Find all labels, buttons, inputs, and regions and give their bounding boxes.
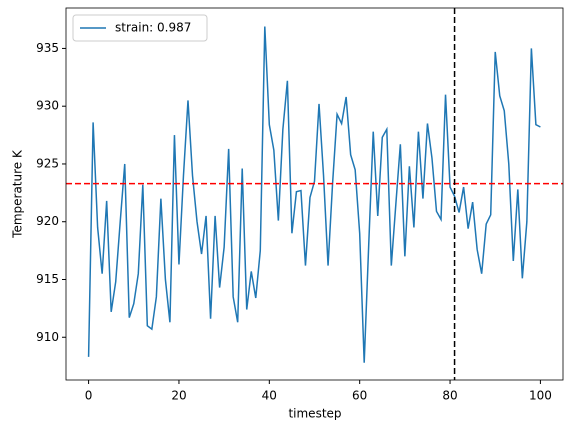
data-line bbox=[87, 26, 541, 363]
x-tick-label: 80 bbox=[442, 389, 457, 403]
x-tick-label: 100 bbox=[529, 389, 552, 403]
y-tick-label: 920 bbox=[36, 214, 59, 228]
x-tick-label: 60 bbox=[352, 389, 367, 403]
y-axis-label: Temperature K bbox=[11, 149, 25, 239]
x-tick-label: 0 bbox=[85, 389, 93, 403]
x-axis-label: timestep bbox=[288, 407, 341, 421]
y-tick-label: 935 bbox=[36, 41, 59, 55]
legend-label: strain: 0.987 bbox=[115, 21, 191, 35]
axes-frame bbox=[65, 7, 564, 381]
y-tick-label: 910 bbox=[36, 330, 59, 344]
y-tick-label: 925 bbox=[36, 156, 59, 170]
x-tick-label: 40 bbox=[262, 389, 277, 403]
y-tick-label: 915 bbox=[36, 272, 59, 286]
x-tick-label: 20 bbox=[171, 389, 186, 403]
legend-box bbox=[72, 14, 208, 42]
y-tick-label: 930 bbox=[36, 99, 59, 113]
